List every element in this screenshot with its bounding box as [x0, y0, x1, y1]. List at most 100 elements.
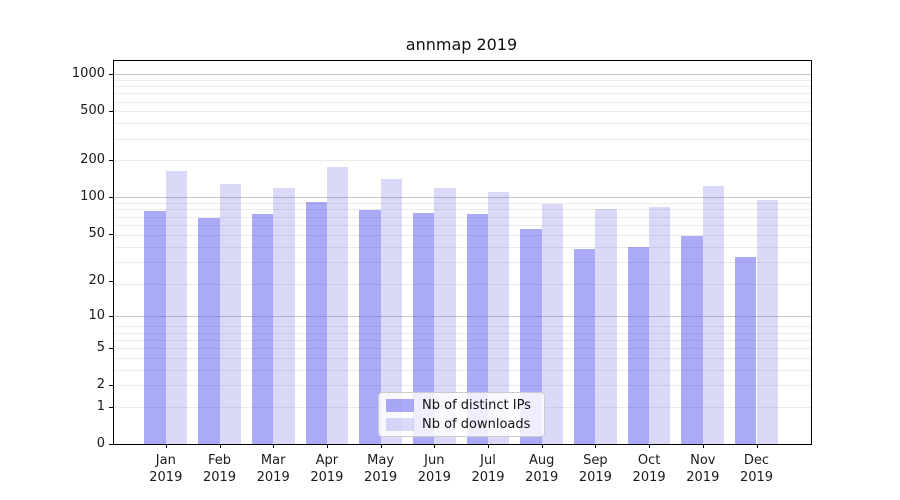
bar-downloads-jun — [434, 188, 456, 444]
x-tick-mark — [541, 444, 543, 448]
bar-distinct-ips-jan — [144, 210, 166, 444]
x-tick-mark — [326, 444, 328, 448]
y-tick-label: 1000 — [71, 66, 105, 81]
legend-label-distinct-ips: Nb of distinct IPs — [422, 397, 531, 413]
bar-distinct-ips-feb — [198, 218, 220, 444]
x-tick-mark — [219, 444, 221, 448]
x-tick-label-may: May 2019 — [351, 452, 411, 486]
x-tick-mark — [273, 444, 275, 448]
y-tick-mark — [109, 406, 113, 408]
gridline-major — [114, 74, 811, 75]
x-tick-label-jun: Jun 2019 — [404, 452, 464, 486]
gridline-minor — [114, 339, 811, 341]
gridline-minor — [114, 234, 811, 236]
x-tick-label-oct: Oct 2019 — [619, 452, 679, 486]
plot-area — [113, 60, 812, 445]
y-tick-label: 100 — [80, 188, 105, 204]
bar-distinct-ips-sep — [574, 249, 596, 444]
x-tick-year: 2019 — [256, 470, 290, 485]
bar-downloads-may — [380, 179, 402, 444]
x-tick-mark — [380, 444, 382, 448]
bar-downloads-feb — [219, 184, 241, 444]
x-tick-year: 2019 — [739, 470, 774, 485]
y-tick-label: 20 — [88, 273, 105, 288]
y-tick-mark — [109, 160, 113, 161]
bar-downloads-sep — [595, 208, 617, 444]
x-tick-year: 2019 — [417, 470, 451, 485]
x-tick-label-mar: Mar 2019 — [243, 452, 303, 486]
x-tick-mark — [649, 444, 651, 448]
y-tick-mark — [109, 111, 113, 113]
gridline-minor — [114, 246, 811, 248]
x-tick-mark — [702, 444, 704, 448]
x-tick-year: 2019 — [525, 470, 559, 485]
x-tick-year: 2019 — [686, 470, 720, 485]
x-tick-year: 2019 — [578, 470, 612, 485]
x-tick-label-sep: Sep 2019 — [565, 452, 625, 486]
x-tick-year: 2019 — [202, 470, 237, 485]
x-tick-mark — [756, 444, 758, 448]
y-tick-mark — [109, 348, 113, 350]
bar-downloads-nov — [702, 185, 725, 444]
x-tick-label-dec: Dec 2019 — [727, 452, 787, 486]
gridline-minor — [114, 326, 811, 328]
x-tick-label-apr: Apr 2019 — [297, 452, 357, 486]
bar-downloads-dec — [756, 200, 778, 444]
gridline-minor — [114, 160, 811, 162]
x-tick-year: 2019 — [149, 470, 183, 485]
x-tick-year: 2019 — [364, 470, 398, 485]
gridline-minor — [114, 357, 811, 359]
gridline-minor — [114, 123, 811, 125]
gridline-minor — [114, 101, 811, 103]
gridline-minor — [114, 111, 811, 113]
x-tick-mark — [488, 444, 489, 448]
legend-row-downloads: Nb of downloads — [386, 417, 536, 432]
bar-distinct-ips-jul — [466, 213, 489, 444]
x-tick-mark — [165, 444, 167, 448]
bar-distinct-ips-jun — [412, 212, 435, 444]
gridline-minor — [114, 369, 811, 371]
plot-canvas — [114, 61, 811, 444]
y-tick-mark — [109, 281, 113, 282]
bar-downloads-apr — [326, 166, 349, 444]
y-tick-label: 200 — [80, 152, 105, 167]
y-tick-label: 1 — [96, 398, 105, 414]
bar-distinct-ips-mar — [251, 213, 274, 444]
x-tick-mark — [434, 444, 436, 448]
y-tick-label: 50 — [88, 225, 105, 241]
y-tick-mark — [109, 315, 113, 317]
gridline-minor — [114, 79, 811, 81]
gridline-minor — [114, 203, 811, 204]
gridline-minor — [114, 348, 811, 350]
y-tick-label: 5 — [96, 340, 105, 356]
legend-label-downloads: Nb of downloads — [422, 416, 531, 432]
y-tick-label: 0 — [96, 436, 105, 451]
gridline-minor — [114, 93, 811, 95]
x-tick-year: 2019 — [471, 470, 505, 485]
bar-distinct-ips-nov — [681, 235, 703, 444]
gridline-minor — [114, 261, 811, 263]
y-tick-mark — [109, 196, 113, 198]
bar-distinct-ips-dec — [735, 256, 757, 444]
bar-distinct-ips-may — [359, 210, 381, 444]
legend-row-distinct-ips: Nb of distinct IPs — [386, 398, 536, 413]
y-tick-label: 500 — [80, 103, 105, 119]
gridline-minor — [114, 385, 811, 387]
gridline-major — [114, 315, 811, 317]
x-tick-year: 2019 — [310, 470, 344, 485]
x-tick-label-aug: Aug 2019 — [512, 452, 572, 486]
y-tick-label: 2 — [96, 377, 105, 393]
gridline-minor — [114, 86, 811, 87]
y-tick-mark — [109, 385, 113, 387]
bar-distinct-ips-apr — [305, 201, 327, 444]
bar-distinct-ips-aug — [520, 229, 542, 444]
x-tick-mark — [595, 444, 597, 448]
bar-distinct-ips-oct — [627, 246, 650, 444]
y-tick-mark — [109, 444, 113, 445]
bar-downloads-jan — [165, 170, 188, 444]
bar-downloads-aug — [541, 204, 564, 444]
x-tick-label-feb: Feb 2019 — [190, 452, 250, 486]
legend-swatch-distinct-ips — [386, 398, 414, 412]
y-tick-mark — [109, 74, 113, 75]
